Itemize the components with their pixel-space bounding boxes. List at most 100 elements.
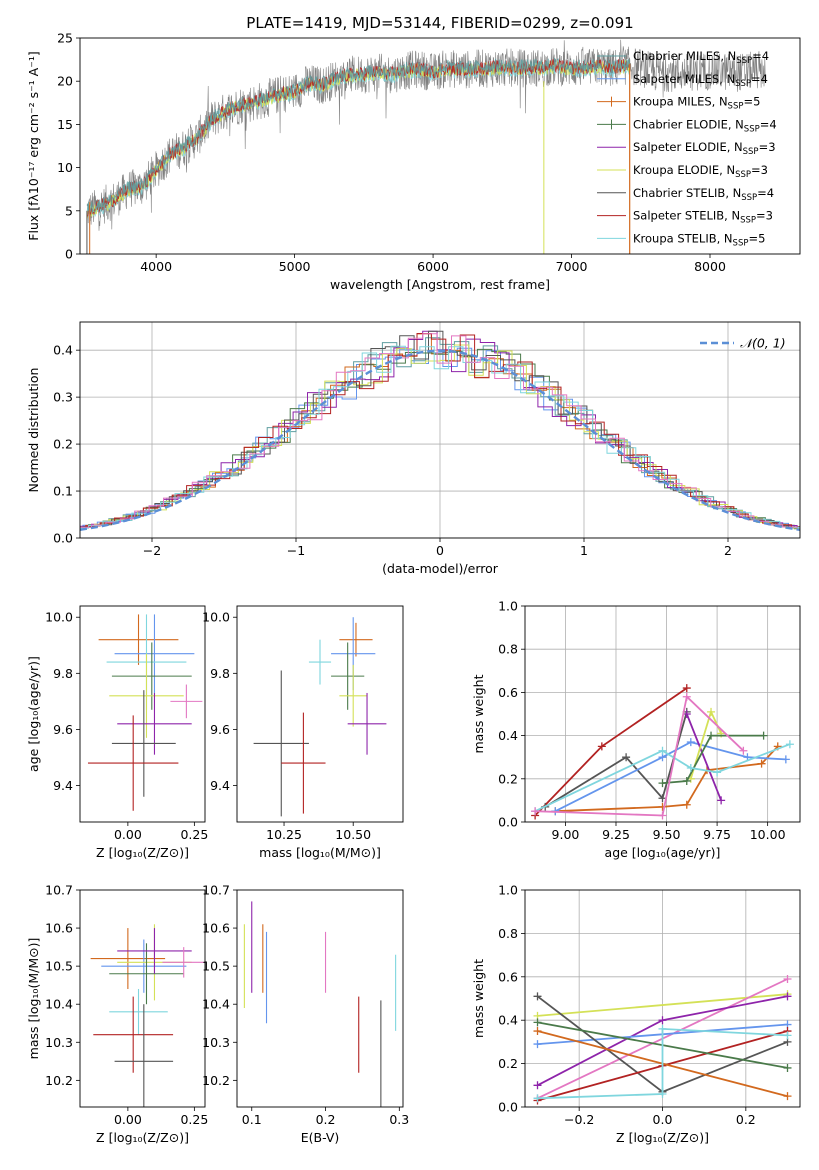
x-tick-label: 7000 — [556, 259, 588, 274]
legend: 𝒩(0, 1) — [700, 336, 786, 351]
series-line — [533, 1024, 792, 1103]
y-tick-label: 1.0 — [498, 883, 518, 898]
plot-area — [87, 614, 203, 811]
series-marker — [682, 684, 691, 693]
y-tick-label: 0.6 — [498, 685, 518, 700]
y-axis-label: Normed distribution — [26, 368, 41, 493]
series-path — [535, 694, 745, 817]
y-tick-label: 10.6 — [202, 921, 230, 936]
series-marker — [713, 768, 722, 777]
x-tick-label: −0.2 — [564, 1112, 594, 1127]
x-tick-label: 2 — [724, 543, 732, 558]
legend: Chabrier MILES, NSSP=4 Salpeter MILES, NS… — [597, 49, 777, 248]
y-tick-label: 10.5 — [202, 959, 230, 974]
errorbar-point — [109, 943, 184, 1005]
legend-label: Chabrier STELIB, NSSP=4 — [633, 186, 774, 203]
x-axis-label: Z [log₁₀(Z/Z⊙)] — [616, 1130, 709, 1145]
y-tick-label: 10.5 — [45, 959, 73, 974]
legend-label: Kroupa ELODIE, NSSP=3 — [633, 163, 768, 180]
x-tick-label: 9.50 — [653, 827, 681, 842]
legend-entry: Kroupa MILES, NSSP=5 — [597, 95, 760, 112]
series-marker — [785, 740, 794, 749]
errorbar-point — [101, 939, 187, 993]
legend-entry: Kroupa ELODIE, NSSP=3 — [597, 163, 768, 180]
errorbar-point — [281, 712, 326, 814]
y-tick-label: 9.4 — [53, 778, 73, 793]
x-tick-label: 0.2 — [736, 1112, 756, 1127]
y-tick-label: 10.2 — [45, 1073, 73, 1088]
y-tick-label: 0.4 — [498, 1013, 518, 1028]
chart-title: PLATE=1419, MJD=53144, FIBERID=0299, z=0… — [246, 14, 633, 32]
y-tick-label: 0.8 — [498, 926, 518, 941]
series-marker — [759, 731, 768, 740]
series-path — [662, 734, 764, 784]
errorbar-point — [162, 947, 205, 978]
x-axis-label: (data-model)/error — [382, 561, 499, 576]
x-tick-label: 1 — [580, 543, 588, 558]
series-line — [533, 990, 792, 1020]
series-marker — [783, 1063, 792, 1072]
errorbar-point — [253, 670, 309, 817]
y-tick-label: 0.2 — [498, 1056, 518, 1071]
y-tick-label: 0.0 — [498, 1100, 518, 1115]
series-marker — [717, 796, 726, 805]
errorbar-point — [87, 715, 179, 811]
y-tick-label: 1.0 — [498, 599, 518, 614]
plot-area — [525, 606, 800, 822]
y-tick-label: 10.0 — [202, 610, 230, 625]
legend-label: Salpeter ELODIE, NSSP=3 — [633, 140, 776, 157]
errorbar-point — [114, 614, 195, 693]
x-tick-label: 0.25 — [180, 827, 208, 842]
x-axis-label: E(B-V) — [301, 1130, 340, 1145]
y-axis-label: age [log₁₀(age/yr)] — [26, 656, 41, 772]
y-tick-label: 10.7 — [202, 883, 230, 898]
series-marker — [783, 974, 792, 983]
errorbar-point — [109, 988, 168, 1035]
series-marker — [783, 1092, 792, 1101]
y-tick-label: 10 — [57, 160, 73, 175]
y-axis-label: mass [log₁₀(M/M⊙)] — [26, 938, 41, 1060]
axes-frame — [79, 37, 801, 255]
axes-frame — [79, 605, 206, 823]
y-tick-label: 9.6 — [53, 722, 73, 737]
y-tick-label: 15 — [57, 117, 73, 132]
errorbar-point — [308, 639, 332, 685]
panel-2: 𝒩(0, 1) −2 −1 0 1 2 0.0 0.1 0.2 0.3 0.4 (data-model… — [26, 321, 801, 576]
legend-entry: Salpeter ELODIE, NSSP=3 — [597, 140, 776, 157]
x-tick-label: 10.25 — [266, 827, 302, 842]
panel-4: 10.25 10.50 9.4 9.6 9.8 10.0 mass [log₁₀(M/M⊙)… — [202, 605, 404, 860]
plot-area — [243, 901, 397, 1107]
legend-entry: Chabrier STELIB, NSSP=4 — [597, 186, 774, 203]
series-line — [551, 738, 790, 816]
errorbar-point — [114, 1004, 174, 1107]
y-tick-label: 10.0 — [45, 610, 73, 625]
histogram-step — [80, 348, 800, 530]
y-tick-label: 0.8 — [498, 642, 518, 657]
series-marker — [533, 1018, 542, 1027]
series-marker — [658, 1016, 667, 1025]
series-marker — [739, 746, 748, 755]
series-marker — [658, 1089, 667, 1098]
y-tick-label: 9.4 — [210, 778, 230, 793]
series-marker — [533, 1094, 542, 1103]
x-tick-label: 0.0 — [653, 1112, 673, 1127]
legend-label: Kroupa STELIB, NSSP=5 — [633, 231, 765, 248]
model-spectrum — [86, 57, 631, 215]
series-line — [531, 684, 691, 820]
plot-area — [253, 617, 387, 817]
series-marker — [533, 1040, 542, 1049]
x-axis-label: wavelength [Angstrom, rest frame] — [330, 277, 550, 292]
legend-entry: Salpeter MILES, NSSP=4 — [597, 72, 768, 89]
errorbar-point — [117, 928, 192, 974]
histogram-step — [80, 333, 800, 530]
series-marker — [783, 1031, 792, 1040]
series-marker — [533, 992, 542, 1001]
x-tick-label: 9.25 — [602, 827, 630, 842]
panel-1: Chabrier MILES, NSSP=4 Salpeter MILES, NS… — [26, 14, 801, 292]
y-tick-label: 10.6 — [45, 921, 73, 936]
x-tick-label: 10.50 — [335, 827, 371, 842]
series-marker — [658, 779, 667, 788]
y-tick-label: 10.3 — [45, 1035, 73, 1050]
x-tick-label: 0.1 — [242, 1112, 262, 1127]
series-path — [685, 713, 722, 801]
